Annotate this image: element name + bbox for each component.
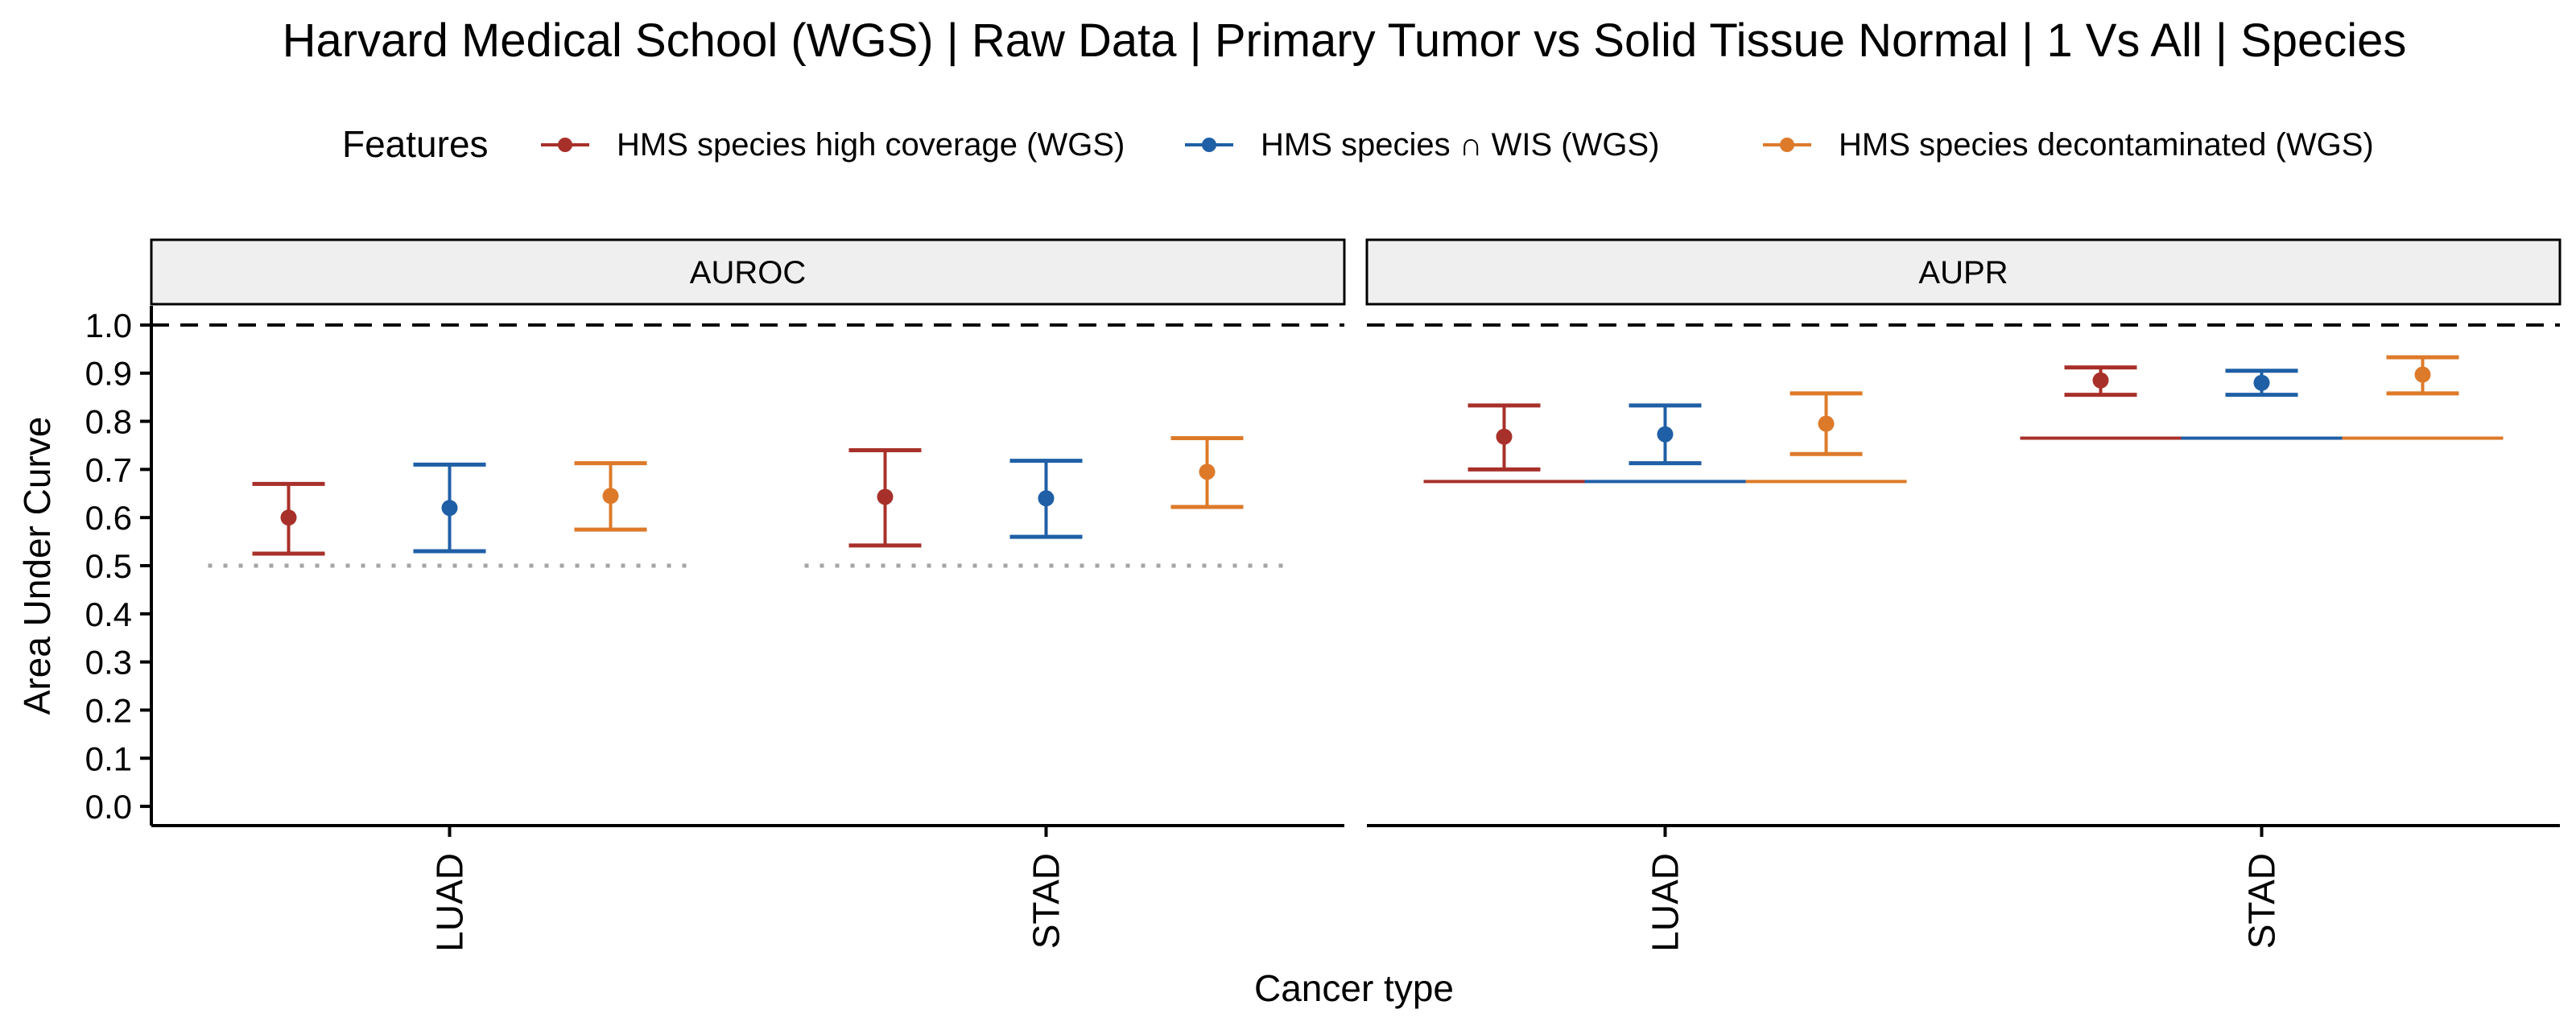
data-point	[2092, 372, 2109, 389]
x-tick-label: STAD	[1026, 853, 1067, 949]
data-point	[2253, 374, 2270, 391]
y-tick-label: 0.6	[85, 499, 132, 537]
data-point	[1496, 428, 1513, 445]
legend-entry-label: HMS species decontaminated (WGS)	[1839, 127, 2374, 163]
data-point	[602, 488, 619, 505]
y-tick-label: 1.0	[85, 307, 132, 344]
x-axis-title: Cancer type	[1254, 967, 1454, 1009]
data-point	[441, 500, 458, 517]
facet-panel-aupr: AUPR LUAD STAD	[1365, 238, 2562, 952]
x-tick-label: LUAD	[429, 853, 471, 952]
y-tick-label: 0.1	[85, 740, 132, 777]
y-tick-label: 0.9	[85, 355, 132, 393]
legend-key-point	[1202, 138, 1216, 152]
y-axis-title: Area Under Curve	[16, 417, 58, 715]
y-tick-label: 0.4	[85, 595, 132, 633]
facet-strip	[150, 238, 1346, 306]
chart-title: Harvard Medical School (WGS) | Raw Data …	[283, 14, 2407, 67]
x-tick-label: LUAD	[1645, 853, 1686, 952]
y-tick-label: 0.7	[85, 451, 132, 488]
data-point	[1818, 415, 1835, 432]
facet-strip	[1365, 238, 2562, 306]
facet-strip-label: AUPR	[1918, 255, 2008, 290]
y-tick-label: 0.3	[85, 644, 132, 682]
data-point	[2414, 366, 2431, 383]
legend-title: Features	[342, 123, 489, 165]
data-point	[1038, 490, 1055, 507]
data-point	[1199, 464, 1216, 480]
data-point	[1657, 426, 1674, 443]
legend-entry-label: HMS species high coverage (WGS)	[617, 127, 1125, 163]
data-point	[877, 488, 894, 505]
y-tick-label: 0.8	[85, 403, 132, 441]
x-tick-label: STAD	[2241, 853, 2283, 949]
facet-panels: AUROC LUAD STAD 0.0 0.1 0.2 0.3 0.4 0.5 0.6 0.7 0.8…	[85, 238, 2562, 952]
facet-panel-auroc: AUROC LUAD STAD 0.0 0.1 0.2 0.3 0.4 0.5 0.6 0.7 0.8…	[85, 238, 1346, 952]
data-point	[280, 509, 297, 526]
legend-entry-label: HMS species ∩ WIS (WGS)	[1261, 127, 1659, 163]
legend-key-point	[558, 138, 572, 152]
y-tick-label: 0.0	[85, 788, 132, 826]
y-tick-label: 0.2	[85, 691, 132, 729]
legend-entries: HMS species high coverage (WGS) HMS speci…	[541, 127, 2374, 163]
facet-strip-label: AUROC	[690, 255, 806, 290]
legend-key-point	[1780, 138, 1794, 152]
y-tick-label: 0.5	[85, 547, 132, 585]
legend: Features HMS species high coverage (WGS)…	[342, 123, 2374, 165]
